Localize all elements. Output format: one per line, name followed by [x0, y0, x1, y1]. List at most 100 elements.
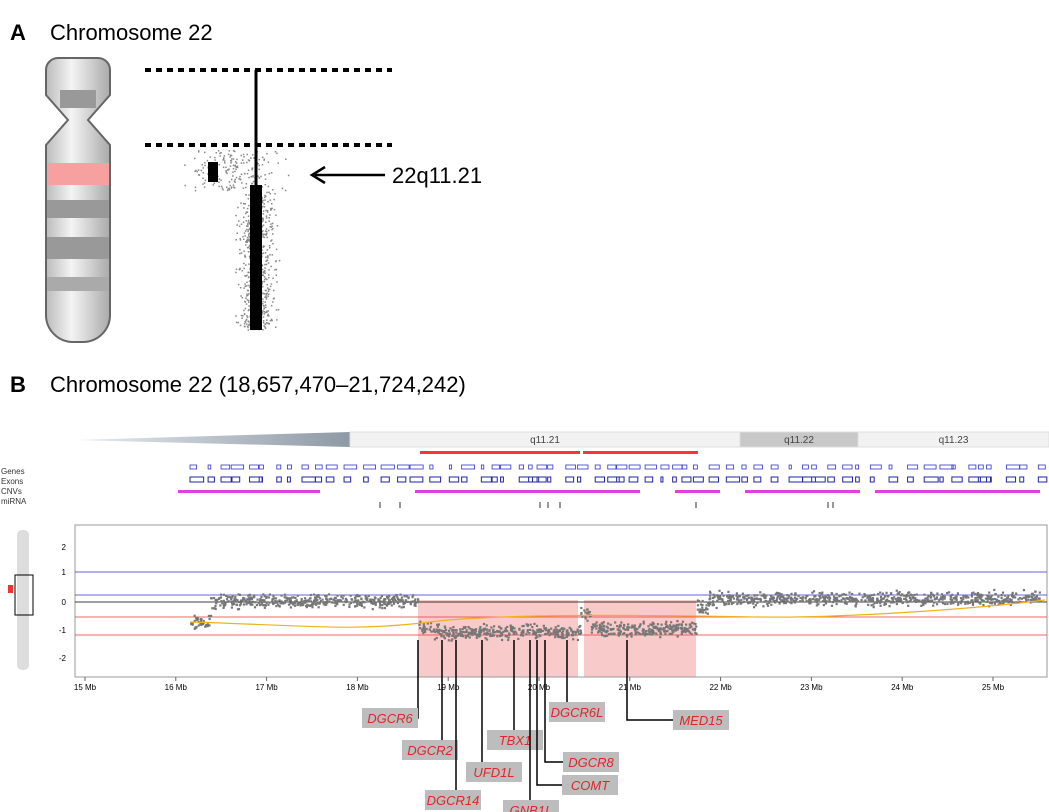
data-dot: [518, 629, 520, 631]
scatter-dot: [246, 315, 248, 317]
scatter-dot: [263, 293, 265, 295]
data-dot: [730, 599, 732, 601]
gene-label: COMT: [571, 778, 610, 793]
data-dot: [833, 596, 835, 598]
scatter-dot: [277, 225, 279, 227]
scatter-dot: [248, 329, 250, 331]
scatter-dot: [270, 240, 272, 242]
exon-box: [548, 477, 551, 482]
data-dot: [479, 635, 481, 637]
exon-box: [398, 477, 406, 482]
scatter-dot: [271, 226, 273, 228]
data-dot: [691, 633, 693, 635]
exon-box: [492, 477, 497, 482]
cnv-bar: [415, 490, 640, 493]
data-dot: [264, 607, 266, 609]
data-dot: [705, 604, 707, 606]
data-dot: [975, 599, 977, 601]
data-dot: [393, 603, 395, 605]
data-dot: [373, 600, 375, 602]
scatter-dot: [265, 304, 267, 306]
data-dot: [530, 624, 532, 626]
data-dot: [874, 602, 876, 604]
data-dot: [971, 595, 973, 597]
data-dot: [794, 600, 796, 602]
scatter-dot: [239, 253, 241, 255]
data-dot: [685, 624, 687, 626]
scatter-dot: [267, 295, 269, 297]
gene-box: [812, 465, 817, 469]
data-dot: [505, 627, 507, 629]
data-dot: [713, 594, 715, 596]
data-dot: [659, 636, 661, 638]
data-dot: [1005, 598, 1007, 600]
data-dot: [776, 598, 778, 600]
exon-box: [709, 477, 718, 482]
data-dot: [763, 593, 765, 595]
data-dot: [380, 597, 382, 599]
data-dot: [492, 632, 494, 634]
data-dot: [483, 623, 485, 625]
data-dot: [359, 604, 361, 606]
data-dot: [877, 600, 879, 602]
gene-box: [1020, 465, 1027, 469]
scatter-dot: [264, 272, 266, 274]
data-dot: [964, 603, 966, 605]
scatter-dot: [276, 249, 278, 251]
gene-box: [1006, 465, 1019, 469]
scatter-dot: [262, 206, 264, 208]
scatter-dot: [266, 322, 268, 324]
scatter-dot: [262, 286, 264, 288]
data-dot: [226, 598, 228, 600]
scatter-dot: [246, 303, 248, 305]
gene-box: [430, 465, 433, 469]
data-dot: [379, 602, 381, 604]
data-dot: [626, 634, 628, 636]
data-dot: [905, 598, 907, 600]
scatter-dot: [203, 172, 205, 174]
data-dot: [902, 601, 904, 603]
band-label: q11.23: [939, 435, 969, 446]
scatter-dot: [229, 189, 231, 191]
data-dot: [215, 602, 217, 604]
data-dot: [356, 605, 358, 607]
scatter-dot: [248, 320, 250, 322]
scatter-dot: [245, 203, 247, 205]
gene-box: [789, 465, 791, 469]
data-dot: [369, 598, 371, 600]
data-dot: [227, 601, 229, 603]
data-dot: [391, 598, 393, 600]
data-dot: [460, 635, 462, 637]
scatter-dot: [244, 232, 246, 234]
data-dot: [855, 603, 857, 605]
data-dot: [556, 629, 558, 631]
data-dot: [922, 603, 924, 605]
data-dot: [356, 601, 358, 603]
data-dot: [608, 633, 610, 635]
data-dot: [243, 603, 245, 605]
data-dot: [642, 630, 644, 632]
cnv-bar: [875, 490, 1040, 493]
band-label: q11.22: [784, 435, 814, 446]
scatter-dot: [247, 231, 249, 233]
scatter-dot: [270, 223, 272, 225]
scatter-dot: [266, 192, 268, 194]
scatter-dot: [265, 323, 267, 325]
data-dot: [995, 601, 997, 603]
y-tick-label: 1: [62, 568, 67, 577]
data-dot: [361, 605, 363, 607]
data-dot: [811, 592, 813, 594]
data-dot: [345, 600, 347, 602]
scatter-dot: [242, 297, 244, 299]
data-dot: [610, 633, 612, 635]
chromosome-ideogram: [46, 58, 110, 342]
data-dot: [448, 639, 450, 641]
exon-box: [754, 477, 761, 482]
scatter-dot: [248, 205, 250, 207]
scatter-dot: [246, 183, 248, 185]
exon-box: [924, 477, 938, 482]
scatter-dot: [243, 263, 245, 265]
gene-box: [682, 465, 687, 469]
data-dot: [898, 597, 900, 599]
scatter-dot: [236, 159, 238, 161]
